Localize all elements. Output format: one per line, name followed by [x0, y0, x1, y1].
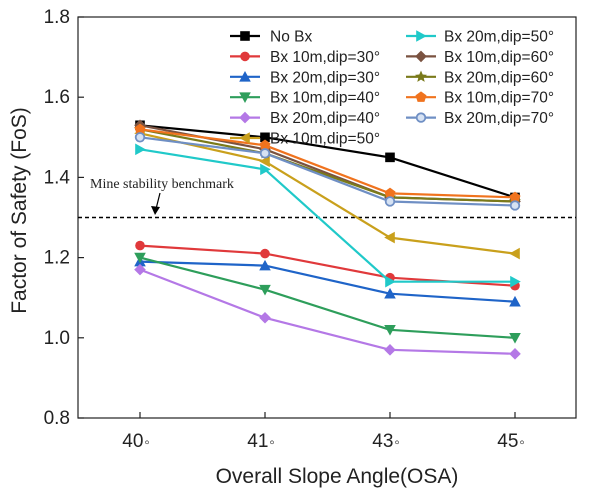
x-tick-label: 40◦ [122, 431, 149, 452]
legend-label: Bx 20m,dip=40° [270, 110, 380, 127]
series-7 [135, 143, 521, 288]
legend: No Bx Bx 10m,dip=30° Bx 20m,dip=30° Bx 10m,… [230, 29, 554, 148]
y-tick-label: 1.2 [44, 248, 70, 269]
data-point [509, 348, 521, 360]
series-line [139, 136, 516, 207]
series-line [139, 256, 516, 339]
data-point [135, 143, 146, 156]
data-point [260, 163, 271, 176]
y-tick-label: 1.4 [44, 167, 71, 188]
legend-item: Bx 10m,dip=70° [406, 90, 554, 107]
data-point [509, 191, 521, 203]
legend-label: Bx 20m,dip=70° [444, 110, 554, 127]
legend-label: Bx 20m,dip=50° [444, 29, 554, 46]
data-point [259, 284, 271, 296]
legend-label: Bx 10m,dip=50° [270, 131, 380, 148]
data-point [134, 132, 146, 143]
x-axis-title: Overall Slope Angle(OSA) [216, 465, 459, 488]
series-line [139, 148, 515, 283]
series-line [139, 260, 516, 303]
data-point [384, 196, 396, 207]
legend-item: Bx 10m,dip=30° [230, 49, 380, 66]
data-point [384, 324, 396, 336]
legend-item: Bx 20m,dip=30° [230, 69, 380, 86]
y-tick-label: 1.8 [44, 7, 70, 28]
y-tick-label: 1.6 [44, 87, 70, 108]
series-2 [135, 240, 520, 291]
x-tick-label: 41◦ [247, 431, 274, 452]
data-point [134, 252, 146, 264]
legend-item: Bx 10m,dip=60° [406, 49, 554, 66]
series-line [139, 132, 516, 255]
data-point [385, 152, 395, 163]
legend-swatch-marker [239, 132, 250, 144]
series-4 [134, 252, 521, 344]
series-line [139, 268, 516, 355]
legend-label: Bx 10m,dip=30° [270, 49, 380, 66]
data-point [510, 275, 521, 288]
data-point [259, 155, 270, 168]
legend-label: Bx 20m,dip=30° [270, 69, 380, 86]
data-point [259, 148, 271, 159]
legend-swatch-marker [239, 71, 251, 82]
series-line [139, 128, 516, 203]
data-point [384, 344, 396, 356]
legend-label: Bx 10m,dip=60° [444, 49, 554, 66]
legend-label: Bx 20m,dip=60° [444, 69, 554, 86]
legend-swatch-marker [415, 70, 427, 82]
series-10 [134, 123, 521, 203]
legend-swatch-marker [239, 92, 251, 103]
y-axis-title: Factor of Safety (FoS) [8, 107, 31, 314]
data-point [509, 333, 521, 344]
legend-swatch-marker [240, 51, 250, 62]
legend-item: No Bx [230, 29, 312, 46]
legend-item: Bx 10m,dip=50° [230, 131, 380, 148]
data-point [509, 200, 521, 211]
legend-item: Bx 20m,dip=50° [406, 29, 554, 46]
y-tick-label: 0.8 [44, 408, 70, 429]
benchmark-arrow-head [151, 206, 160, 215]
series-line [139, 124, 516, 199]
data-point [134, 123, 146, 134]
series-11 [134, 132, 521, 211]
series-5 [134, 263, 521, 360]
legend-item: Bx 20m,dip=60° [406, 69, 554, 86]
legend-item: Bx 20m,dip=70° [406, 110, 554, 127]
data-point [259, 259, 271, 271]
data-point [259, 311, 271, 324]
legend-swatch-marker [416, 30, 427, 42]
x-tick-label: 43◦ [372, 431, 399, 452]
legend-item: Bx 10m,dip=40° [230, 90, 380, 107]
data-point [134, 263, 146, 276]
series-3 [134, 255, 521, 307]
benchmark-arrow-shaft [155, 192, 161, 210]
legend-swatch-marker [239, 111, 251, 124]
legend-swatch-marker [415, 91, 427, 102]
data-point [384, 231, 395, 244]
data-point [509, 295, 521, 307]
data-point [509, 247, 520, 260]
legend-label: Bx 10m,dip=40° [270, 90, 380, 107]
x-tick-label: 45◦ [497, 431, 524, 452]
data-point [259, 139, 271, 150]
legend-swatch-marker [240, 31, 250, 41]
legend-swatch-marker [415, 50, 427, 63]
y-tick-label: 1.0 [44, 328, 70, 349]
benchmark-label: Mine stability benchmark [90, 177, 234, 192]
legend-swatch-marker [415, 112, 427, 123]
data-point [135, 240, 145, 251]
data-point [385, 275, 396, 288]
legend-item: Bx 20m,dip=40° [230, 110, 380, 127]
data-point [384, 187, 396, 199]
legend-label: Bx 10m,dip=70° [444, 90, 554, 107]
legend-label: No Bx [270, 29, 312, 46]
data-point [384, 287, 396, 299]
series-line [139, 128, 516, 199]
data-point [260, 132, 270, 143]
data-point [260, 248, 270, 259]
